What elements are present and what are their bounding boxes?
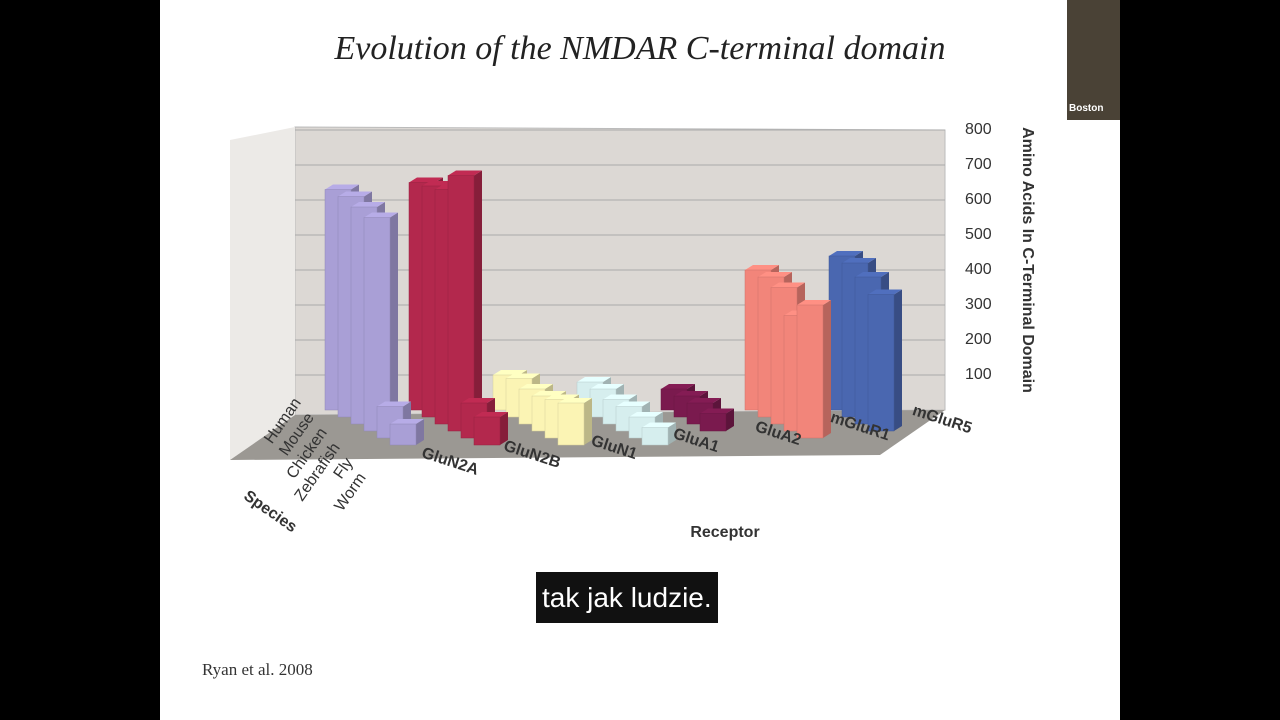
bar-top xyxy=(577,377,611,382)
bar-top xyxy=(642,422,676,428)
bar-top xyxy=(474,412,508,417)
bar-top xyxy=(364,212,398,218)
bar xyxy=(389,423,417,446)
bar xyxy=(867,294,895,432)
bar-top xyxy=(687,398,721,403)
bar-top xyxy=(616,401,650,407)
bar-top xyxy=(661,384,695,389)
bar-top xyxy=(745,265,779,270)
bar xyxy=(641,427,669,446)
bar-top xyxy=(558,398,592,403)
citation: Ryan et al. 2008 xyxy=(202,660,313,679)
bar xyxy=(699,413,727,432)
subtitle-caption: tak jak ludzie. xyxy=(536,572,718,623)
y-tick-label: 800 xyxy=(965,121,992,138)
bar-side xyxy=(416,419,424,445)
y-tick-label: 300 xyxy=(965,296,992,313)
bar-top xyxy=(390,419,424,424)
side-wall xyxy=(230,127,295,460)
bar-side xyxy=(474,170,482,431)
y-tick-label: 500 xyxy=(965,226,992,243)
bar xyxy=(473,416,501,446)
bar-top xyxy=(461,398,495,403)
y-tick-label: 400 xyxy=(965,261,992,278)
bar-top xyxy=(829,251,863,256)
bar-top xyxy=(758,272,792,277)
bar-top xyxy=(325,184,359,190)
bar-side xyxy=(500,412,508,445)
slide-title: Evolution of the NMDAR C-terminal domain xyxy=(334,30,946,67)
bar-top xyxy=(603,394,637,400)
x-axis-label: Receptor xyxy=(690,524,759,541)
bar-top xyxy=(771,282,805,288)
bar-side xyxy=(390,212,398,431)
bar-top xyxy=(338,191,372,197)
bar-side xyxy=(894,289,902,431)
bar-top xyxy=(377,401,411,407)
bar-top xyxy=(674,391,708,396)
bar-top xyxy=(842,258,876,263)
bar-top xyxy=(797,300,831,305)
video-label: Boston xyxy=(1069,103,1104,114)
bar-top xyxy=(448,170,482,176)
video-thumbnail: Boston xyxy=(1067,0,1120,120)
bar-side xyxy=(584,398,592,445)
bar xyxy=(447,175,475,432)
bar xyxy=(796,304,824,439)
y-tick-label: 200 xyxy=(965,331,992,348)
y-tick-label: 600 xyxy=(965,191,992,208)
bar-side xyxy=(823,300,831,438)
bar-top xyxy=(506,373,540,379)
y-axis-label: Amino Acids In C-Terminal Domain xyxy=(1019,127,1036,393)
bar-top xyxy=(868,289,902,295)
bar-side xyxy=(726,408,734,431)
y-tick-label: 100 xyxy=(965,366,992,383)
bar-top xyxy=(590,384,624,389)
bar-top xyxy=(700,408,734,414)
bar-top xyxy=(855,272,889,277)
bar-side xyxy=(668,422,676,445)
bar-top xyxy=(351,202,385,207)
bar xyxy=(363,217,391,432)
bar-top xyxy=(519,384,553,389)
y-tick-label: 700 xyxy=(965,156,992,173)
bar-top xyxy=(629,412,663,417)
bar xyxy=(557,402,585,446)
